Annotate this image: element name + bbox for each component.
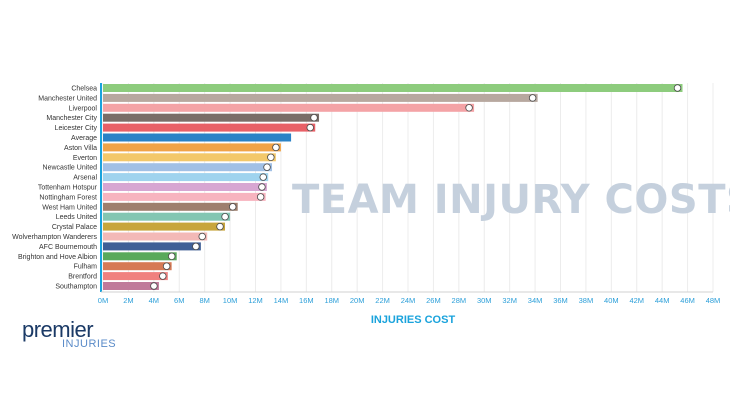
- x-tick-labels: 0M 2M 4M 6M 8M 10M 12M 14M 16M 18M 20M 22M 24M 26M 28M…: [98, 296, 721, 305]
- category-label: Crystal Palace: [52, 224, 97, 231]
- club-crest-icon: [150, 282, 158, 290]
- x-tick-label: 32M: [502, 296, 517, 305]
- x-tick-label: 4M: [149, 296, 159, 305]
- club-crest-icon: [168, 252, 176, 260]
- bar: [103, 222, 225, 231]
- bar: [103, 183, 267, 191]
- category-label: Nottingham Forest: [39, 194, 97, 201]
- x-tick-label: 14M: [274, 296, 289, 305]
- category-label: Newcastle United: [43, 165, 98, 172]
- club-crest-icon: [673, 84, 682, 92]
- bar: [103, 252, 177, 261]
- bar: [103, 84, 683, 92]
- category-label: Leeds United: [56, 214, 97, 221]
- category-label: Average: [71, 135, 97, 142]
- x-tick-label: 44M: [655, 296, 670, 305]
- bar: [103, 133, 292, 142]
- club-crest-icon: [198, 232, 206, 241]
- x-tick-label: 22M: [375, 296, 390, 305]
- club-crest-icon: [229, 203, 237, 211]
- category-label: Manchester United: [38, 95, 97, 102]
- bar: [103, 103, 475, 112]
- club-crest-icon: [306, 123, 314, 132]
- category-label: Brentford: [68, 274, 97, 281]
- bar: [103, 93, 538, 102]
- club-crest-icon: [162, 262, 171, 270]
- x-tick-label: 30M: [477, 296, 492, 305]
- bars: [103, 84, 683, 290]
- chart-title: TEAM INJURY COSTS: [292, 177, 730, 223]
- x-tick-label: 24M: [401, 296, 416, 305]
- bar: [103, 202, 238, 211]
- x-tick-label: 36M: [553, 296, 568, 305]
- category-label: AFC Bournemouth: [39, 244, 97, 251]
- x-tick-label: 34M: [528, 296, 543, 305]
- x-tick-label: 28M: [452, 296, 467, 305]
- bar: [103, 212, 231, 221]
- bar: [103, 282, 159, 290]
- bar: [103, 272, 168, 281]
- category-label: Leicester City: [55, 125, 98, 132]
- premier-injuries-logo: premier INJURIES: [22, 319, 142, 355]
- x-tick-label: 38M: [579, 296, 594, 305]
- club-crest-icon: [258, 183, 266, 191]
- club-crest-icon: [267, 153, 275, 161]
- x-tick-label: 12M: [248, 296, 263, 305]
- bar: [103, 232, 208, 241]
- category-labels: Chelsea Manchester United Liverpool Manches…: [12, 86, 97, 291]
- category-label: Tottenham Hotspur: [38, 185, 98, 192]
- category-label: Fulham: [74, 264, 98, 271]
- logo-wordmark: premier: [22, 317, 94, 342]
- x-tick-label: 26M: [426, 296, 441, 305]
- bar: [103, 143, 281, 152]
- category-label: Manchester City: [46, 115, 97, 122]
- x-tick-label: 0M: [98, 296, 108, 305]
- x-tick-label: 48M: [706, 296, 721, 305]
- x-axis-label: INJURIES COST: [371, 314, 456, 326]
- bar: [103, 262, 172, 271]
- bar: [103, 113, 320, 122]
- club-crest-icon: [221, 212, 229, 221]
- category-label: Everton: [73, 155, 97, 162]
- x-tick-label: 16M: [299, 296, 314, 305]
- club-crest-icon: [256, 193, 265, 201]
- bar: [103, 163, 273, 172]
- club-crest-icon: [528, 94, 537, 102]
- x-tick-label: 18M: [324, 296, 339, 305]
- category-label: Wolverhampton Wanderers: [12, 234, 97, 241]
- club-crest-icon: [310, 113, 318, 122]
- x-tick-label: 20M: [350, 296, 365, 305]
- club-crest-icon: [159, 272, 167, 280]
- x-tick-label: 46M: [680, 296, 695, 305]
- category-label: Brighton and Hove Albion: [18, 254, 97, 261]
- club-crest-icon: [216, 222, 224, 231]
- bar: [103, 173, 269, 182]
- category-label: Chelsea: [71, 86, 97, 93]
- club-crest-icon: [272, 143, 280, 152]
- x-tick-label: 8M: [199, 296, 209, 305]
- category-label: Aston Villa: [64, 145, 97, 152]
- x-tick-label: 40M: [604, 296, 619, 305]
- club-crest-icon: [259, 173, 267, 181]
- category-label: Liverpool: [69, 105, 98, 112]
- category-label: Southampton: [55, 284, 97, 291]
- club-crest-icon: [192, 242, 200, 251]
- club-crest-icon: [465, 104, 473, 112]
- club-crest-icon: [263, 163, 271, 171]
- bar: [103, 192, 266, 201]
- logo-subtext: INJURIES: [62, 338, 117, 350]
- bar: [103, 153, 276, 162]
- category-label: West Ham United: [42, 204, 97, 211]
- bar: [103, 123, 316, 132]
- x-tick-label: 2M: [123, 296, 133, 305]
- bar: [103, 242, 201, 251]
- x-tick-label: 10M: [223, 296, 238, 305]
- x-tick-label: 6M: [174, 296, 184, 305]
- category-label: Arsenal: [73, 175, 97, 182]
- x-tick-label: 42M: [629, 296, 644, 305]
